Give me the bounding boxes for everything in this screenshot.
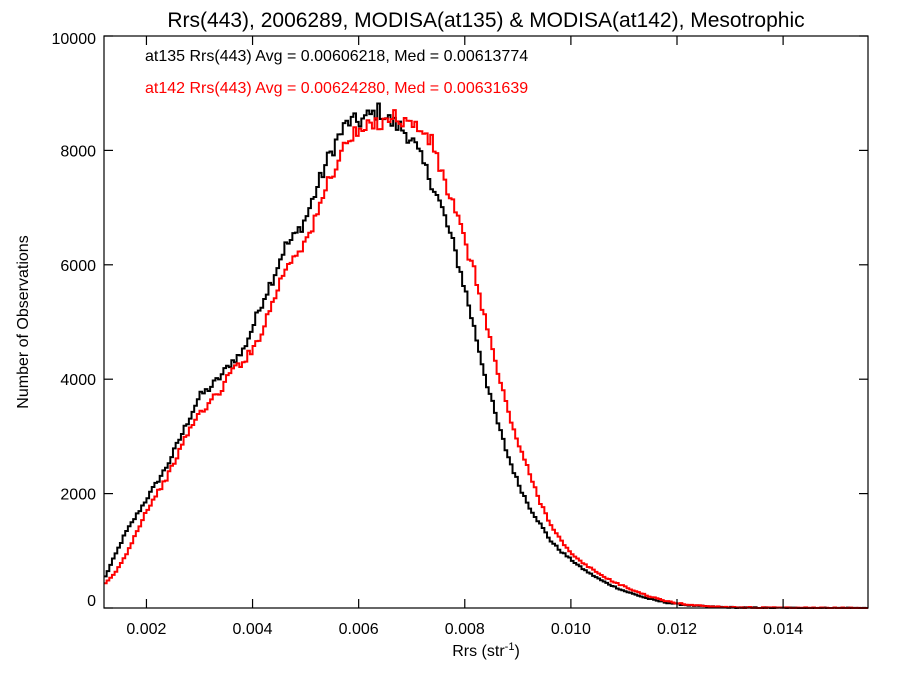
x-axis-label-superscript: -1: [505, 641, 515, 653]
y-tick-label: 2000: [60, 487, 96, 504]
y-tick-label: 6000: [60, 258, 96, 275]
legend-entry-at142: at142 Rrs(443) Avg = 0.00624280, Med = 0…: [145, 80, 528, 97]
y-axis-label: Number of Observations: [15, 235, 32, 408]
legend-entry-at135: at135 Rrs(443) Avg = 0.00606218, Med = 0…: [145, 48, 528, 65]
x-tick-label: 0.008: [445, 621, 485, 638]
y-tick-label: 0: [87, 593, 96, 610]
x-tick-label: 0.012: [657, 621, 697, 638]
x-axis-label-main: Rrs (str: [452, 643, 505, 660]
y-tick-label: 10000: [52, 31, 97, 48]
y-axis: 0 2000 4000 6000 8000 10000: [52, 31, 868, 610]
series-line-at135: [104, 102, 868, 609]
x-tick-label: 0.014: [763, 621, 803, 638]
plot-frame: [103, 35, 869, 609]
x-tick-label: 0.002: [126, 621, 166, 638]
y-tick-label: 4000: [60, 372, 96, 389]
plot-series: [104, 102, 868, 609]
x-axis-label-suffix: ): [514, 643, 519, 660]
chart-title: Rrs(443), 2006289, MODISA(at135) & MODIS…: [167, 9, 804, 32]
x-tick-label: 0.006: [339, 621, 379, 638]
series-line-at142: [104, 109, 868, 609]
x-tick-label: 0.010: [551, 621, 591, 638]
y-tick-label: 8000: [60, 143, 96, 160]
x-axis: 0.002 0.004 0.006 0.008 0.010 0.012 0.014: [126, 36, 803, 638]
x-tick-label: 0.004: [233, 621, 273, 638]
x-axis-label: Rrs (str-1): [452, 641, 520, 660]
